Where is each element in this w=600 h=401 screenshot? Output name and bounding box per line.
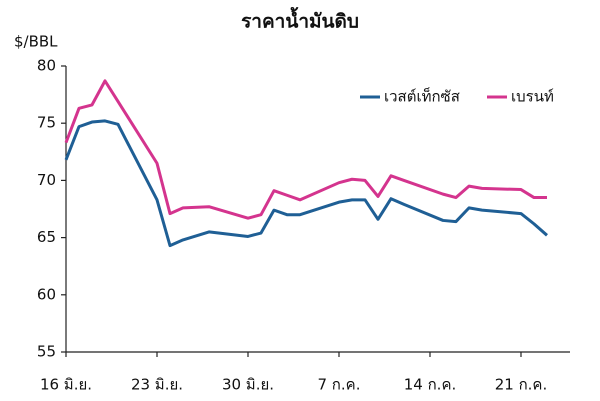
legend-label: เวสต์เท็กซัส [384,87,460,106]
legend-label: เบรนท์ [511,88,554,106]
y-tick-label: 60 [37,285,56,303]
x-tick-label: 23 มิ.ย. [131,376,183,394]
x-tick-label: 16 มิ.ย. [40,376,92,394]
line-series [64,119,548,248]
line-series [64,79,547,220]
y-tick-label: 80 [37,57,56,75]
x-tick-label: 21 ก.ค. [495,376,548,394]
x-tick-label: 14 ก.ค. [404,376,457,394]
y-tick-label: 55 [37,343,56,361]
y-axis-label: $/BBL [14,33,58,51]
y-tick-label: 75 [37,114,56,132]
y-tick-label: 70 [37,171,56,189]
chart-title: ราคาน้ำมันดิบ [241,7,359,33]
x-tick-label: 30 มิ.ย. [222,376,274,394]
x-tick-label: 7 ก.ค. [318,376,361,394]
y-tick-label: 65 [37,228,56,246]
